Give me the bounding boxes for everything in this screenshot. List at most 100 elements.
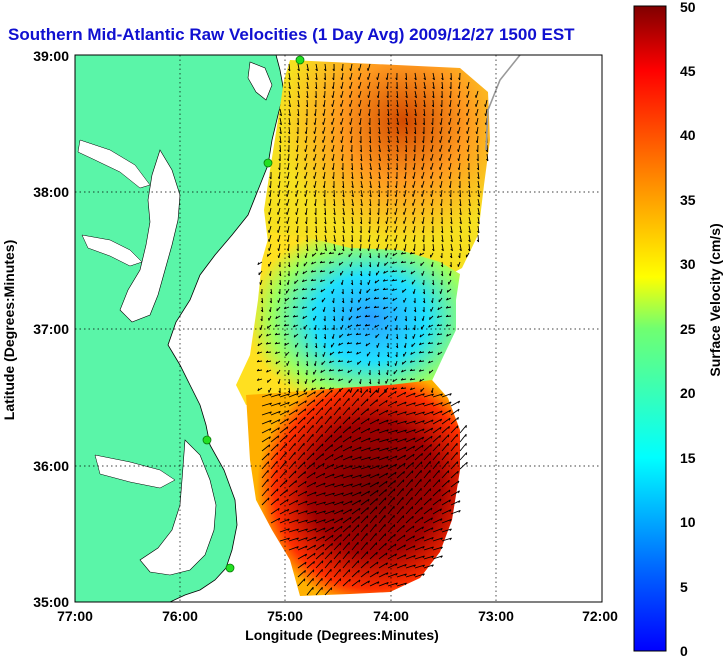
vector-arrow [360, 437, 371, 443]
vector-arrow [333, 559, 341, 569]
vector-arrow-head [350, 248, 353, 252]
vector-arrow-head [457, 167, 460, 171]
vector-arrow-head [358, 255, 361, 259]
vector-arrow [414, 497, 423, 506]
vector-arrow [432, 90, 435, 98]
vector-arrow [378, 162, 381, 170]
vector-arrow [369, 399, 378, 407]
vector-arrow-head [422, 402, 425, 406]
vector-arrow-head [301, 306, 305, 309]
vector-arrow-head [323, 472, 326, 476]
vector-arrow-head [368, 212, 371, 216]
vector-arrow-head [404, 446, 407, 450]
vector-arrow [360, 490, 370, 497]
vector-arrow-head [349, 86, 351, 89]
vector-arrow-head [358, 579, 361, 583]
vector-arrow-head [386, 104, 389, 108]
vector-arrow-head [459, 212, 462, 216]
vector-arrow [432, 234, 434, 243]
vector-arrow-head [412, 516, 414, 519]
vector-arrow-head [440, 95, 443, 99]
vector-arrow-head [432, 86, 435, 90]
vector-arrow-head [431, 402, 434, 406]
vector-arrow [279, 470, 287, 479]
vector-arrow [423, 435, 433, 443]
vector-arrow-head [421, 526, 424, 530]
vector-arrow [441, 393, 452, 398]
vector-arrow-head [413, 149, 416, 153]
vector-arrow-head [323, 492, 326, 495]
vector-arrow [297, 81, 300, 89]
vector-arrow-head [314, 86, 318, 90]
vector-arrow-head [385, 230, 387, 233]
vector-arrow-head [341, 483, 344, 487]
vector-arrow-head [367, 104, 370, 108]
vector-arrow-head [295, 167, 297, 170]
vector-arrow [405, 392, 416, 398]
vector-arrow [360, 153, 363, 162]
vector-arrow-head [419, 379, 422, 382]
vector-arrow [441, 443, 449, 452]
vector-arrow-head [269, 393, 272, 397]
vector-arrow [331, 144, 335, 152]
vector-arrow-head [331, 104, 333, 107]
vector-arrow-head [313, 363, 316, 367]
vector-arrow-head [420, 461, 423, 465]
vector-arrow-head [431, 419, 434, 423]
vector-arrow-head [313, 472, 316, 475]
vector-arrow-head [324, 239, 327, 243]
vector-arrow [296, 153, 299, 161]
vector-arrow [430, 162, 434, 170]
vector-arrow [315, 63, 318, 71]
vector-arrow-head [296, 122, 299, 126]
vector-arrow [459, 243, 462, 251]
vector-arrow-head [413, 300, 416, 304]
vector-arrow [288, 451, 296, 461]
vector-arrow-head [342, 194, 345, 198]
vector-arrow-head [341, 176, 344, 180]
vector-arrow-head [286, 194, 288, 197]
vector-arrow-head [468, 212, 471, 216]
vector-arrow [396, 90, 399, 99]
vector-arrow-head [365, 298, 368, 301]
vector-arrow-head [458, 400, 461, 404]
vector-arrow [396, 564, 407, 569]
vector-arrow-head [369, 194, 372, 198]
vector-arrow [342, 578, 351, 587]
vector-arrow-head [448, 113, 451, 117]
vector-arrow-head [474, 95, 477, 98]
vector-arrow-head [286, 158, 289, 162]
vector-arrow-head [337, 351, 341, 354]
vector-arrow [448, 117, 452, 125]
vector-arrow [287, 171, 290, 179]
vector-arrow-head [296, 390, 298, 394]
vector-arrow-head [422, 248, 425, 252]
vector-arrow-head [341, 509, 344, 513]
colorbar-label: Surface Velocity (cm/s) [707, 223, 723, 376]
vector-arrow [441, 519, 452, 524]
vector-arrow-head [286, 176, 289, 180]
vector-arrow-head [459, 239, 462, 243]
vector-arrow [342, 416, 351, 425]
colorbar-tick-label: 0 [680, 643, 688, 659]
vector-arrow-head [360, 176, 363, 180]
vector-arrow-head [395, 573, 398, 576]
vector-arrow [315, 234, 318, 242]
vector-arrow-head [423, 86, 426, 90]
vector-arrow-head [403, 248, 406, 252]
vector-arrow-head [384, 248, 387, 251]
vector-arrow [369, 153, 372, 161]
vector-arrow-head [304, 167, 306, 170]
vector-arrow [423, 99, 426, 107]
vector-arrow [369, 447, 380, 452]
vector-arrow-head [340, 122, 342, 125]
vector-arrow-head [385, 562, 388, 566]
vector-arrow [314, 189, 317, 197]
vector-arrow [432, 555, 443, 560]
vector-arrow [268, 216, 272, 224]
vector-arrow-head [385, 480, 388, 484]
vector-arrow-head [449, 212, 453, 216]
vector-arrow-head [331, 140, 333, 143]
vector-arrow [359, 108, 362, 116]
vector-arrow-head [319, 378, 323, 381]
